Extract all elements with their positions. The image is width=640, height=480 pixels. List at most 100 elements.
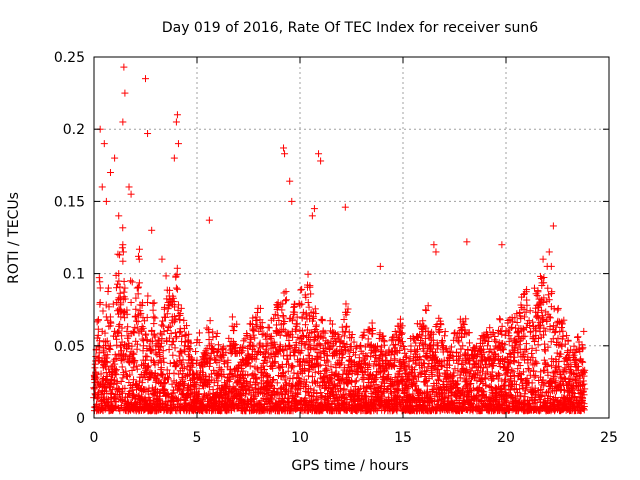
data-point [170,154,178,162]
data-point [547,262,555,270]
data-point [118,363,126,371]
data-point [150,391,158,399]
data-point [218,353,226,361]
data-point [533,313,541,321]
data-point [157,342,165,350]
data-point [135,279,143,287]
data-point [317,157,325,165]
data-point [107,319,115,327]
data-point [183,322,191,330]
data-point [145,342,153,350]
data-point [159,370,167,378]
x-tick-label: 20 [497,430,515,446]
data-point [130,376,138,384]
data-point [133,362,141,370]
data-point [167,329,175,337]
data-point [104,284,112,292]
data-point [106,169,114,177]
data-point [96,337,104,345]
data-point [264,323,272,331]
data-point [111,154,119,162]
data-point [124,323,132,331]
data-point [117,357,125,365]
data-point [132,305,140,313]
x-tick-label: 15 [394,430,412,446]
data-point [151,314,159,322]
y-tick-label: 0 [76,411,85,427]
data-point [498,241,506,249]
data-point [113,335,121,343]
data-point [128,278,136,286]
data-point [113,379,121,387]
data-point [228,313,236,321]
data-point [176,328,184,336]
data-point [115,352,123,360]
data-point [152,349,160,357]
data-point [182,372,190,380]
data-point [128,366,136,374]
data-point [307,290,315,298]
data-point [280,313,288,321]
data-point [172,272,180,280]
data-point [112,367,120,375]
data-point [548,288,556,296]
data-point [100,140,108,148]
data-point [143,313,151,321]
data-point [119,118,127,126]
data-point [563,332,571,340]
data-point [116,306,124,314]
data-point [150,331,158,339]
data-point [172,284,180,292]
data-point [115,212,123,220]
data-point [94,316,102,324]
data-point [118,324,126,332]
data-point [128,391,136,399]
data-point [430,241,438,249]
data-point [112,284,120,292]
data-point [94,390,102,398]
data-point [551,329,559,337]
data-point [171,362,179,370]
data-point [106,379,114,387]
data-point [174,140,182,148]
data-point [109,300,117,308]
data-point [286,177,294,185]
data-point [533,292,541,300]
data-point [102,313,110,321]
data-point [158,371,166,379]
data-point [166,302,174,310]
data-point [115,294,123,302]
data-point [139,324,147,332]
x-axis-label: GPS time / hours [291,458,408,474]
data-point [529,318,537,326]
data-point [109,385,117,393]
data-point [98,183,106,191]
data-point [280,289,288,297]
x-tick-label: 10 [291,430,309,446]
chart-title: Day 019 of 2016, Rate Of TEC Index for r… [162,20,538,36]
data-point [282,288,290,296]
data-point [119,224,127,232]
data-point [173,270,181,278]
data-point [112,366,120,374]
data-point [156,343,164,351]
data-point [459,342,467,350]
data-point [342,323,350,331]
data-point [485,337,493,345]
data-point [120,277,128,285]
data-point [119,241,127,249]
data-point [181,332,189,340]
data-point [315,150,323,158]
data-point [213,329,221,337]
data-point [103,373,111,381]
data-point [168,389,176,397]
data-point [134,283,142,291]
data-point [206,317,214,325]
data-point [170,369,178,377]
data-point [544,368,552,376]
data-point [574,333,582,341]
data-point [308,212,316,220]
data-point [163,327,171,335]
data-point [280,144,288,152]
data-point [121,89,129,97]
